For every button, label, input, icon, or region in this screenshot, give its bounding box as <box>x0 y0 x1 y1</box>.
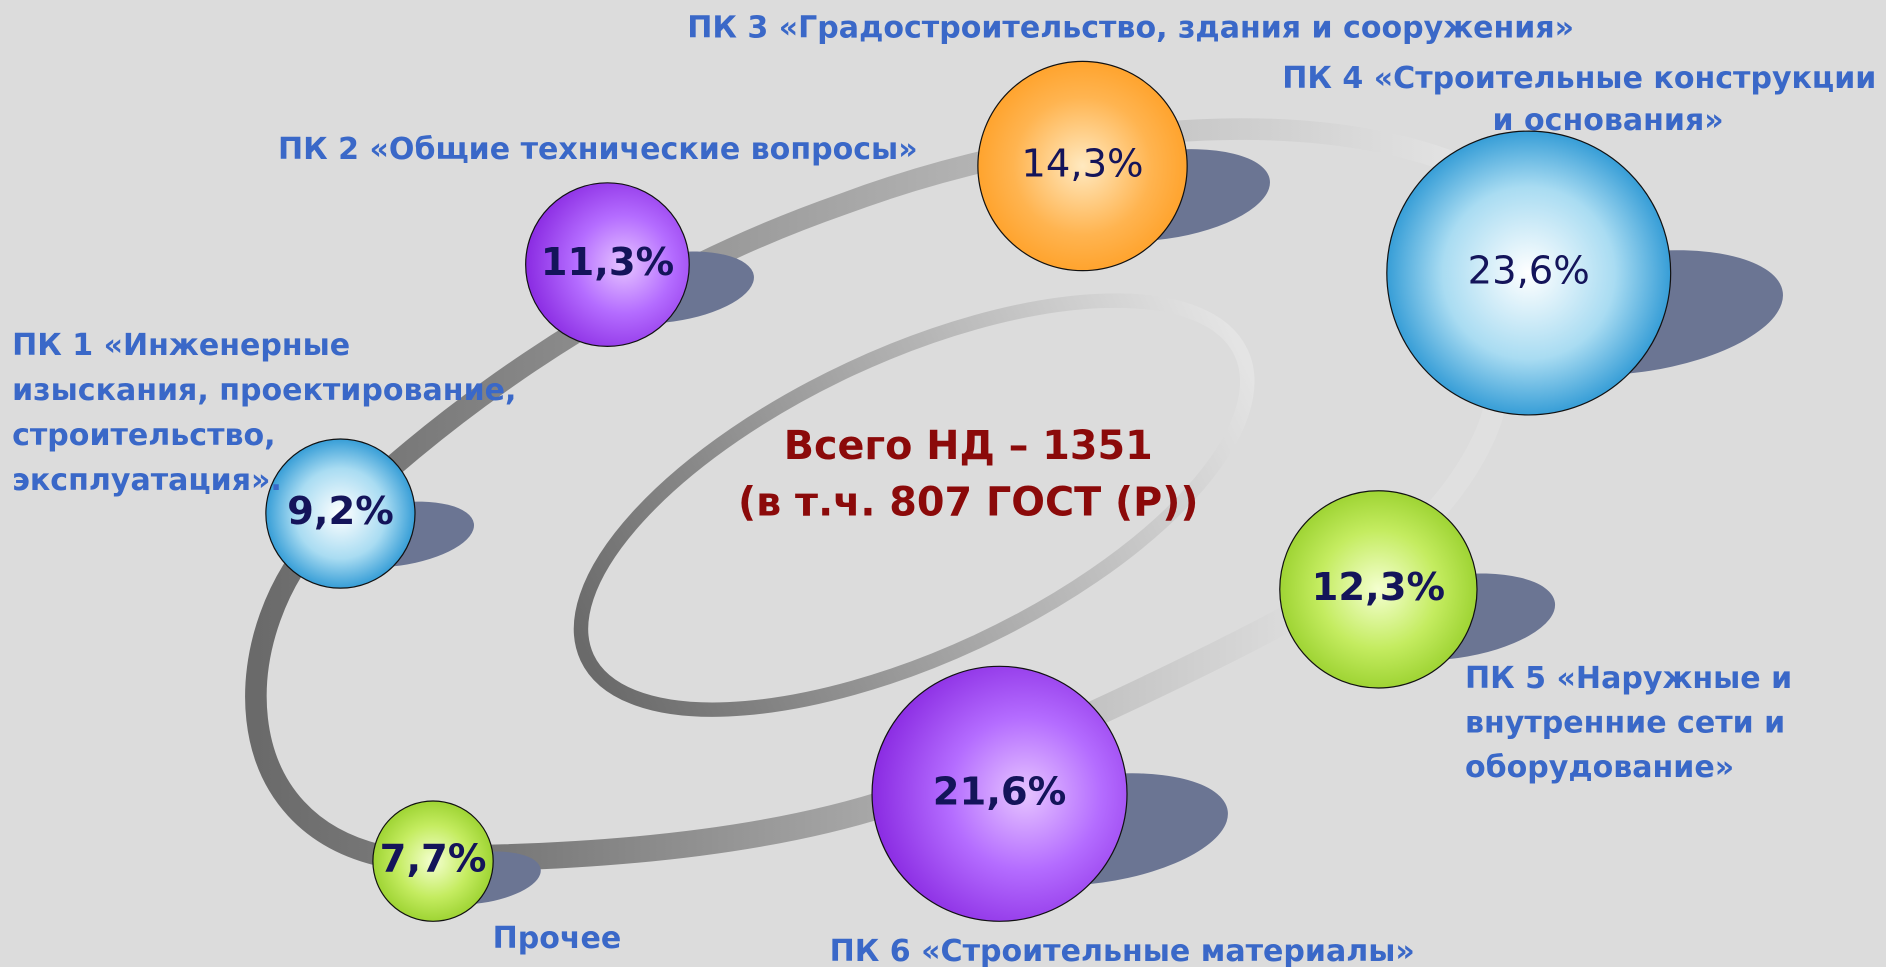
node-label: эксплуатация». <box>12 463 282 498</box>
node-label: ПК 6 «Строительные материалы» <box>830 934 1415 967</box>
bubble <box>871 665 1128 922</box>
bubble-value: 14,3% <box>1021 141 1143 186</box>
node-label: изыскания, проектирование, <box>12 373 516 408</box>
center-text: Всего НД – 1351 (в т.ч. 807 ГОСТ (Р)) <box>738 423 1199 526</box>
node-label: ПК 5 «Наружные и <box>1465 661 1792 696</box>
center-line: (в т.ч. 807 ГОСТ (Р)) <box>738 480 1199 526</box>
bubble-value: 7,7% <box>380 837 487 882</box>
bubble-value: 11,3% <box>541 240 674 285</box>
bubble-value: 23,6% <box>1468 249 1590 294</box>
bubble <box>977 60 1188 272</box>
bubble-value: 9,2% <box>287 489 394 534</box>
center-line: Всего НД – 1351 <box>784 423 1153 469</box>
bubble-value: 21,6% <box>933 769 1066 814</box>
nodes: 9,2% ПК 1 «Инженерные изыскания, проектиро… <box>12 10 1876 967</box>
bubble <box>525 182 690 347</box>
node-label: строительство, <box>12 418 276 453</box>
bubble <box>265 438 416 589</box>
node-label: Прочее <box>493 921 622 956</box>
bubble <box>1279 490 1478 689</box>
node-label: и основания» <box>1493 103 1724 138</box>
node-label: внутренние сети и <box>1465 706 1785 741</box>
bubble <box>1386 130 1672 416</box>
node-label: ПК 2 «Общие технические вопросы» <box>278 132 918 167</box>
node-label: ПК 1 «Инженерные <box>12 328 350 363</box>
bubble <box>372 800 494 922</box>
node-label: ПК 4 «Строительные конструкции <box>1282 61 1876 96</box>
node-label: ПК 3 «Градостроительство, здания и соору… <box>687 10 1574 45</box>
bubble-value: 12,3% <box>1312 565 1445 610</box>
node-label: оборудование» <box>1465 750 1734 785</box>
